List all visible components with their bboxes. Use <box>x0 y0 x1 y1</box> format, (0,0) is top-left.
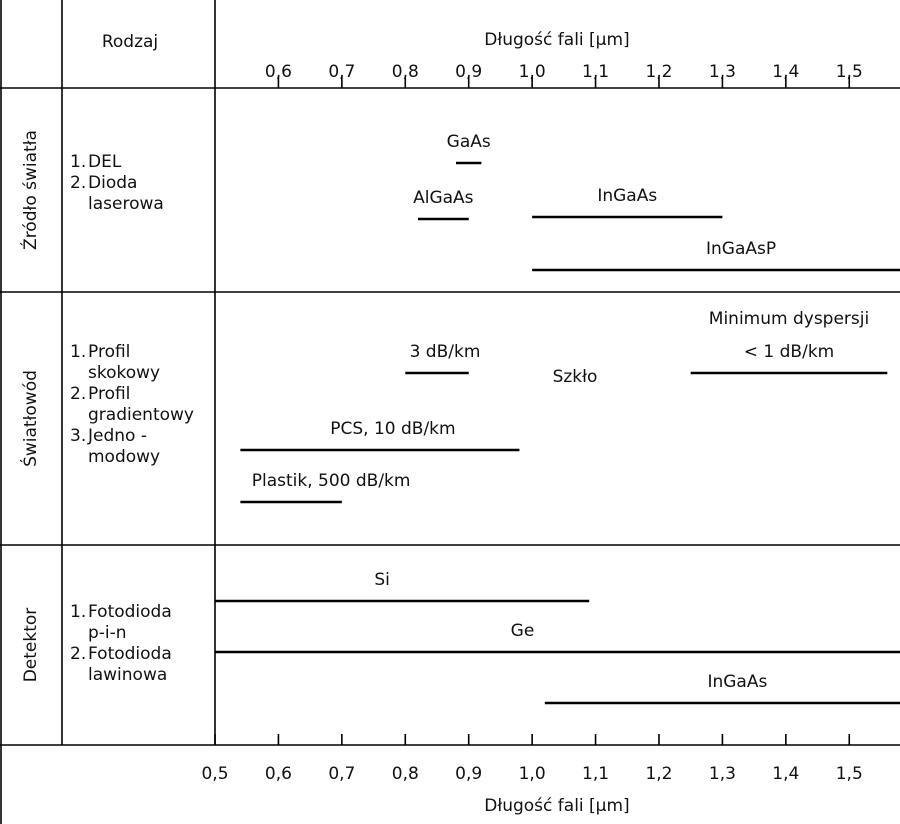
item-text: laserowa <box>88 194 164 214</box>
top-tick-label: 0,8 <box>392 62 419 82</box>
bottom-tick-label: 0,5 <box>201 764 228 784</box>
item-text: Fotodioda <box>88 602 172 622</box>
bottom-tick-label: 0,8 <box>392 764 419 784</box>
top-tick-label: 1,1 <box>582 62 609 82</box>
section-title: Światłowód <box>19 370 41 467</box>
bottom-tick-label: 1,3 <box>709 764 736 784</box>
bottom-tick-label: 0,6 <box>265 764 292 784</box>
bottom-tick-label: 1,2 <box>645 764 672 784</box>
item-number: 1. <box>70 152 86 172</box>
range-label: 3 dB/km <box>410 342 481 362</box>
range-label: Minimum dyspersji <box>709 309 869 329</box>
top-tick-label: 0,7 <box>328 62 355 82</box>
section-title: Źródło światła <box>19 130 41 250</box>
range-label: InGaAs <box>597 186 657 206</box>
item-number: 2. <box>70 384 86 404</box>
item-number: 2. <box>70 173 86 193</box>
top-tick-label: 0,9 <box>455 62 482 82</box>
range-label: AlGaAs <box>413 188 474 208</box>
axis-title-bottom: Długość fali [μm] <box>484 796 629 816</box>
item-text: skokowy <box>88 363 160 383</box>
annotation: Szkło <box>553 367 598 387</box>
bottom-tick-label: 0,9 <box>455 764 482 784</box>
bottom-tick-label: 1,0 <box>519 764 546 784</box>
top-tick-label: 1,3 <box>709 62 736 82</box>
range-label: InGaAsP <box>706 239 776 259</box>
bottom-tick-label: 1,5 <box>836 764 863 784</box>
top-tick-label: 1,0 <box>519 62 546 82</box>
item-number: 2. <box>70 644 86 664</box>
top-tick-label: 1,4 <box>772 62 799 82</box>
item-text: modowy <box>88 447 160 467</box>
item-text: Dioda <box>88 173 137 193</box>
section-title: Detektor <box>21 608 41 683</box>
range-label: Plastik, 500 dB/km <box>252 471 411 491</box>
bottom-tick-label: 0,7 <box>328 764 355 784</box>
range-label: PCS, 10 dB/km <box>330 419 455 439</box>
item-text: Profil <box>88 384 130 404</box>
top-tick-label: 0,6 <box>265 62 292 82</box>
axis-title-top: Długość fali [μm] <box>484 30 629 50</box>
item-number: 1. <box>70 602 86 622</box>
item-text: Fotodioda <box>88 644 172 664</box>
item-text: Jedno - <box>87 426 147 446</box>
range-label: < 1 dB/km <box>744 342 834 362</box>
item-number: 1. <box>70 342 86 362</box>
item-text: DEL <box>88 152 122 172</box>
range-label: Ge <box>511 621 535 641</box>
bottom-tick-label: 1,4 <box>772 764 799 784</box>
item-text: Profil <box>88 342 130 362</box>
type-header: Rodzaj <box>102 32 158 52</box>
range-label: GaAs <box>447 132 491 152</box>
item-text: p-i-n <box>88 623 127 643</box>
item-number: 3. <box>70 426 86 446</box>
top-tick-label: 1,5 <box>836 62 863 82</box>
range-label: InGaAs <box>707 672 767 692</box>
item-text: lawinowa <box>88 665 167 685</box>
range-label: Si <box>374 570 390 590</box>
item-text: gradientowy <box>88 405 194 425</box>
bottom-tick-label: 1,1 <box>582 764 609 784</box>
top-tick-label: 1,2 <box>645 62 672 82</box>
